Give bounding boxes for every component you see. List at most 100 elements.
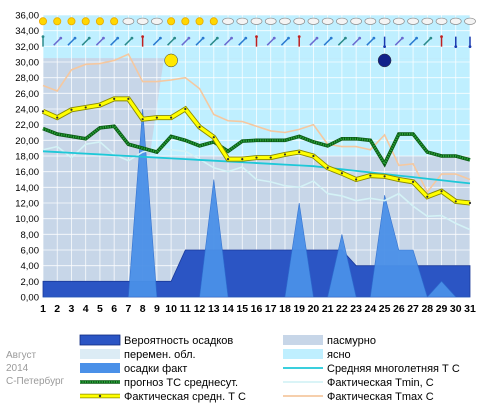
sun-icon <box>195 17 204 26</box>
legend-label: прогноз ТС среднесут. <box>124 377 238 389</box>
cloud-icon <box>378 17 391 25</box>
wind-arrow-icon <box>223 37 233 46</box>
x-tick-label: 29 <box>436 303 448 315</box>
x-tick-label: 23 <box>350 303 362 315</box>
forecast-line-outline <box>42 124 471 168</box>
wind-arrow-icon <box>181 37 190 46</box>
sun-icon <box>167 17 176 26</box>
legend-label: Фактическая средн. Т С <box>124 391 246 403</box>
x-tick-label: 27 <box>407 303 419 315</box>
wind-arrow-head-icon <box>215 36 219 40</box>
sun-icon <box>39 17 48 26</box>
tmean-point <box>468 201 472 205</box>
x-tick-label: 4 <box>83 303 89 315</box>
cloud-icon <box>421 17 434 25</box>
tmean-point <box>241 158 244 161</box>
legend-swatch-box-clear <box>283 349 323 359</box>
cloud-icon <box>236 17 249 25</box>
wind-arrow-icon <box>124 37 133 46</box>
wind-arrow-icon <box>95 37 104 46</box>
x-tick-label: 15 <box>236 303 248 315</box>
y-tick-label: 8,00 <box>21 230 40 241</box>
wind-arrow-icon <box>366 37 375 46</box>
wind-arrow-head-icon <box>297 35 301 39</box>
x-tick-label: 31 <box>464 303 476 315</box>
tmean-point <box>283 153 287 156</box>
legend-label: ясно <box>327 349 351 361</box>
legend-label: Вероятность осадков <box>124 335 233 347</box>
y-tick-label: 16,00 <box>15 167 39 178</box>
wind-arrow-head-icon <box>230 36 233 40</box>
sun-icon <box>181 17 190 26</box>
x-tick-label: 14 <box>222 303 234 315</box>
wind-arrow-head-icon <box>429 36 433 40</box>
wind-arrow-icon <box>53 37 62 46</box>
y-tick-label: 6,00 <box>21 246 40 257</box>
tmean-point <box>454 200 457 203</box>
cloud-icon <box>464 17 476 25</box>
y-tick-label: 10,00 <box>15 214 39 225</box>
wind-arrow-head-icon <box>130 36 134 40</box>
x-tick-label: 5 <box>97 303 103 315</box>
tmean-point <box>155 116 158 119</box>
wind-arrow-icon <box>394 37 403 46</box>
x-tick-label: 26 <box>393 303 405 315</box>
cloud-icon <box>222 17 234 25</box>
cloud-icon <box>279 17 291 25</box>
tmean-point <box>113 97 116 100</box>
y-tick-label: 22,00 <box>15 120 39 131</box>
full-moon-icon <box>164 53 178 68</box>
wind-arrow-head-icon <box>116 36 120 40</box>
legend: Вероятность осадков пасмурно перемен. обл.… <box>79 334 460 403</box>
cloud-icon <box>293 17 306 25</box>
tmean-point <box>41 110 45 113</box>
y-axis-ticks: 0,00 2,00 4,00 6,00 8,00 10,00 12,00 14,00 16,00… <box>15 11 39 304</box>
x-tick-label: 6 <box>111 303 117 315</box>
legend-label: Фактическая Tmax C <box>327 391 434 403</box>
tmean-point <box>184 107 187 111</box>
tmean-point <box>127 97 130 100</box>
line-series <box>41 53 472 231</box>
wind-arrow-icon <box>110 37 119 46</box>
cloud-icon <box>336 17 348 25</box>
caption-month: Август <box>6 350 37 361</box>
legend-label: Средняя многолетняя Т С <box>327 363 460 375</box>
cloud-icon <box>364 17 377 25</box>
cloud-icon <box>122 17 135 25</box>
wind-arrow-head-icon <box>173 36 177 40</box>
wind-arrow-head-icon <box>255 35 258 39</box>
y-tick-label: 30,00 <box>15 58 39 69</box>
legend-swatch-box-dark <box>79 334 121 346</box>
x-tick-label: 22 <box>336 303 348 315</box>
cloud-icon <box>321 17 334 25</box>
x-tick-label: 19 <box>293 303 305 315</box>
cloud-icon <box>307 17 320 25</box>
cloud-icon <box>151 17 163 25</box>
x-tick-label: 30 <box>450 303 462 315</box>
cloud-icon <box>250 17 263 25</box>
wind-arrow-head-icon <box>59 36 63 40</box>
wind-arrow-icon <box>195 37 204 46</box>
tmean-point <box>70 108 73 111</box>
tmean-point <box>426 195 429 198</box>
caption-year: 2014 <box>6 363 29 374</box>
tmax-line <box>42 53 471 194</box>
tmean-point <box>255 156 258 159</box>
wind-arrow-head-icon <box>400 36 404 40</box>
new-moon-icon <box>377 53 392 68</box>
legend-label: перемен. обл. <box>124 349 196 361</box>
x-tick-label: 20 <box>308 303 320 315</box>
wind-arrow-head-icon <box>159 36 162 40</box>
wind-arrow-head-icon <box>244 36 248 40</box>
tmean-point <box>298 150 301 154</box>
wind-arrow-icon <box>238 37 247 46</box>
wind-arrow-icon <box>67 37 76 46</box>
wind-arrow-icon <box>167 37 176 46</box>
precip-area <box>43 108 470 298</box>
wind-arrow-head-icon <box>383 45 386 49</box>
wind-arrow-head-icon <box>358 36 362 40</box>
x-tick-label: 13 <box>208 303 220 315</box>
cloud-icon <box>449 17 462 25</box>
wind-arrow-icon <box>152 37 161 46</box>
